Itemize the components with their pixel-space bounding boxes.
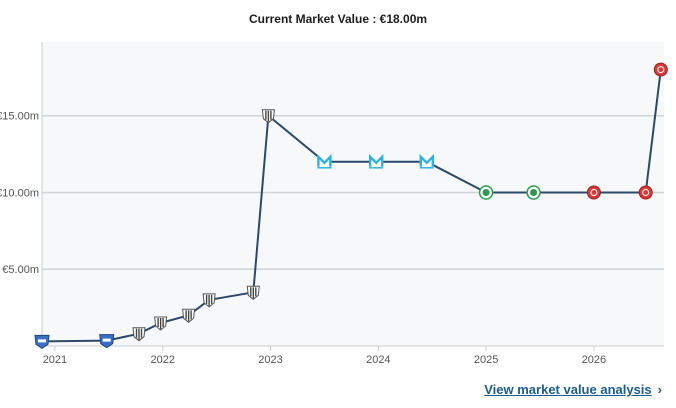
x-tick-label: 2026 xyxy=(582,354,606,366)
x-tick-label: 2022 xyxy=(150,354,174,366)
view-market-value-analysis-link[interactable]: View market value analysis › xyxy=(484,382,662,397)
market-value-chart: 2021 2022 2023 2024 2025 2026 €5.00m €10.00m €1… xyxy=(0,42,668,366)
plot-background xyxy=(42,42,664,346)
data-point-bw-stripes[interactable] xyxy=(246,285,260,300)
data-point-brighton[interactable] xyxy=(99,334,115,349)
y-tick-label: €5.00m xyxy=(2,264,39,276)
x-tick-label: 2021 xyxy=(43,354,67,366)
data-point-green[interactable] xyxy=(478,185,494,200)
data-point-bw-stripes[interactable] xyxy=(132,327,146,342)
data-point-green[interactable] xyxy=(526,185,541,200)
data-point-red[interactable] xyxy=(638,185,653,200)
data-point-red[interactable] xyxy=(586,185,601,200)
page-title: Current Market Value : €18.00m xyxy=(248,12,428,26)
chevron-right-icon: › xyxy=(657,382,662,397)
data-point-bw-stripes[interactable] xyxy=(261,109,275,124)
data-point-marseille[interactable] xyxy=(317,153,332,169)
y-tick-labels: €5.00m €10.00m €15.00m xyxy=(0,111,39,277)
y-tick-label: €10.00m xyxy=(0,187,39,199)
data-point-marseille[interactable] xyxy=(419,153,434,169)
axes xyxy=(41,42,664,347)
data-point-marseille[interactable] xyxy=(369,153,384,169)
data-point-bw-stripes[interactable] xyxy=(182,308,196,323)
x-tick-label: 2023 xyxy=(258,354,282,366)
x-tick-label: 2025 xyxy=(474,354,498,366)
x-tick-label: 2024 xyxy=(366,354,390,366)
data-point-red[interactable] xyxy=(653,62,668,77)
link-label: View market value analysis xyxy=(484,382,652,397)
data-point-bw-stripes[interactable] xyxy=(202,293,216,308)
series-line xyxy=(41,69,662,343)
data-point-bw-stripes[interactable] xyxy=(154,316,168,331)
data-point-brighton[interactable] xyxy=(34,334,50,350)
y-tick-label: €15.00m xyxy=(0,111,39,123)
data-points xyxy=(34,62,668,350)
x-tick-labels: 2021 2022 2023 2024 2025 2026 xyxy=(43,346,606,366)
